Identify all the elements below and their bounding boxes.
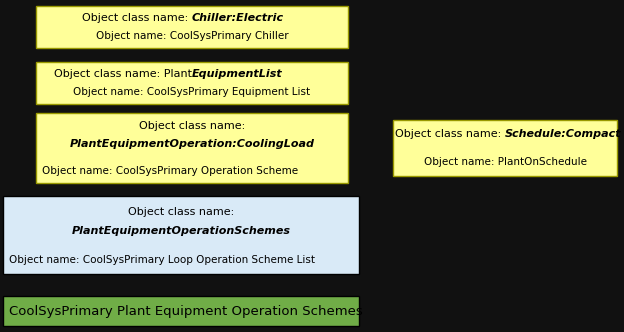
Text: Object class name:: Object class name: bbox=[128, 207, 234, 217]
FancyBboxPatch shape bbox=[3, 296, 359, 326]
Text: Object name: CoolSysPrimary Chiller: Object name: CoolSysPrimary Chiller bbox=[95, 31, 288, 41]
FancyBboxPatch shape bbox=[36, 6, 348, 48]
Text: Object name: PlantOnSchedule: Object name: PlantOnSchedule bbox=[424, 157, 587, 167]
Text: CoolSysPrimary Plant Equipment Operation Schemes: CoolSysPrimary Plant Equipment Operation… bbox=[9, 304, 363, 317]
Text: Object name: CoolSysPrimary Operation Scheme: Object name: CoolSysPrimary Operation Sc… bbox=[42, 166, 298, 176]
Text: EquipmentList: EquipmentList bbox=[192, 69, 283, 79]
Text: Object class name:: Object class name: bbox=[82, 13, 192, 23]
Text: Chiller:Electric: Chiller:Electric bbox=[192, 13, 284, 23]
Text: Schedule:Compact: Schedule:Compact bbox=[505, 129, 622, 139]
Text: Object class name:: Object class name: bbox=[395, 129, 505, 139]
Text: PlantEquipmentOperationSchemes: PlantEquipmentOperationSchemes bbox=[72, 226, 291, 236]
Text: Object class name:: Object class name: bbox=[139, 121, 245, 131]
FancyBboxPatch shape bbox=[36, 62, 348, 104]
Text: Object name: CoolSysPrimary Equipment List: Object name: CoolSysPrimary Equipment Li… bbox=[74, 87, 311, 97]
FancyBboxPatch shape bbox=[36, 113, 348, 183]
FancyBboxPatch shape bbox=[393, 120, 617, 176]
Text: Object name: CoolSysPrimary Loop Operation Scheme List: Object name: CoolSysPrimary Loop Operati… bbox=[9, 255, 315, 265]
Text: PlantEquipmentOperation:CoolingLoad: PlantEquipmentOperation:CoolingLoad bbox=[69, 139, 314, 149]
FancyBboxPatch shape bbox=[3, 196, 359, 274]
Text: Object class name: Plant: Object class name: Plant bbox=[54, 69, 192, 79]
